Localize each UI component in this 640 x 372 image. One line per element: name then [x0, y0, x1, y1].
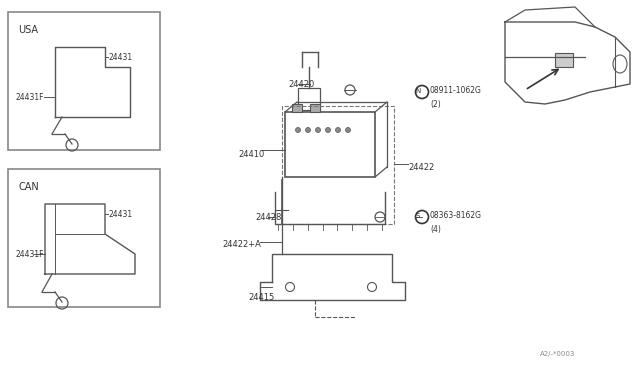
Text: 24420: 24420 — [288, 80, 314, 89]
Text: S: S — [416, 213, 420, 219]
Bar — [8, 169, 160, 307]
Bar — [292, 104, 302, 112]
Text: (4): (4) — [430, 224, 441, 234]
Text: 08363-8162G: 08363-8162G — [430, 211, 482, 219]
Bar — [285, 112, 375, 177]
Bar — [310, 104, 320, 112]
Text: 24410: 24410 — [238, 150, 264, 158]
Text: 24431F: 24431F — [15, 93, 44, 102]
Text: 08911-1062G: 08911-1062G — [430, 86, 482, 94]
Text: (2): (2) — [430, 99, 441, 109]
Circle shape — [296, 128, 301, 132]
Text: 24431: 24431 — [108, 52, 132, 61]
Text: 24431F: 24431F — [15, 250, 44, 259]
Text: A2/-*0003: A2/-*0003 — [540, 351, 575, 357]
Text: N: N — [415, 88, 420, 94]
Text: 24428: 24428 — [255, 212, 282, 221]
Circle shape — [335, 128, 340, 132]
Bar — [8, 12, 160, 150]
Text: 24415: 24415 — [248, 292, 275, 301]
Circle shape — [305, 128, 310, 132]
Circle shape — [326, 128, 330, 132]
Bar — [298, 88, 320, 110]
Circle shape — [316, 128, 321, 132]
Bar — [555, 53, 573, 67]
Bar — [282, 106, 394, 224]
Text: 24422+A: 24422+A — [222, 240, 261, 248]
Text: 24431: 24431 — [108, 209, 132, 218]
Circle shape — [346, 128, 351, 132]
Text: USA: USA — [18, 25, 38, 35]
Text: CAN: CAN — [18, 182, 39, 192]
Text: 24422: 24422 — [408, 163, 435, 171]
